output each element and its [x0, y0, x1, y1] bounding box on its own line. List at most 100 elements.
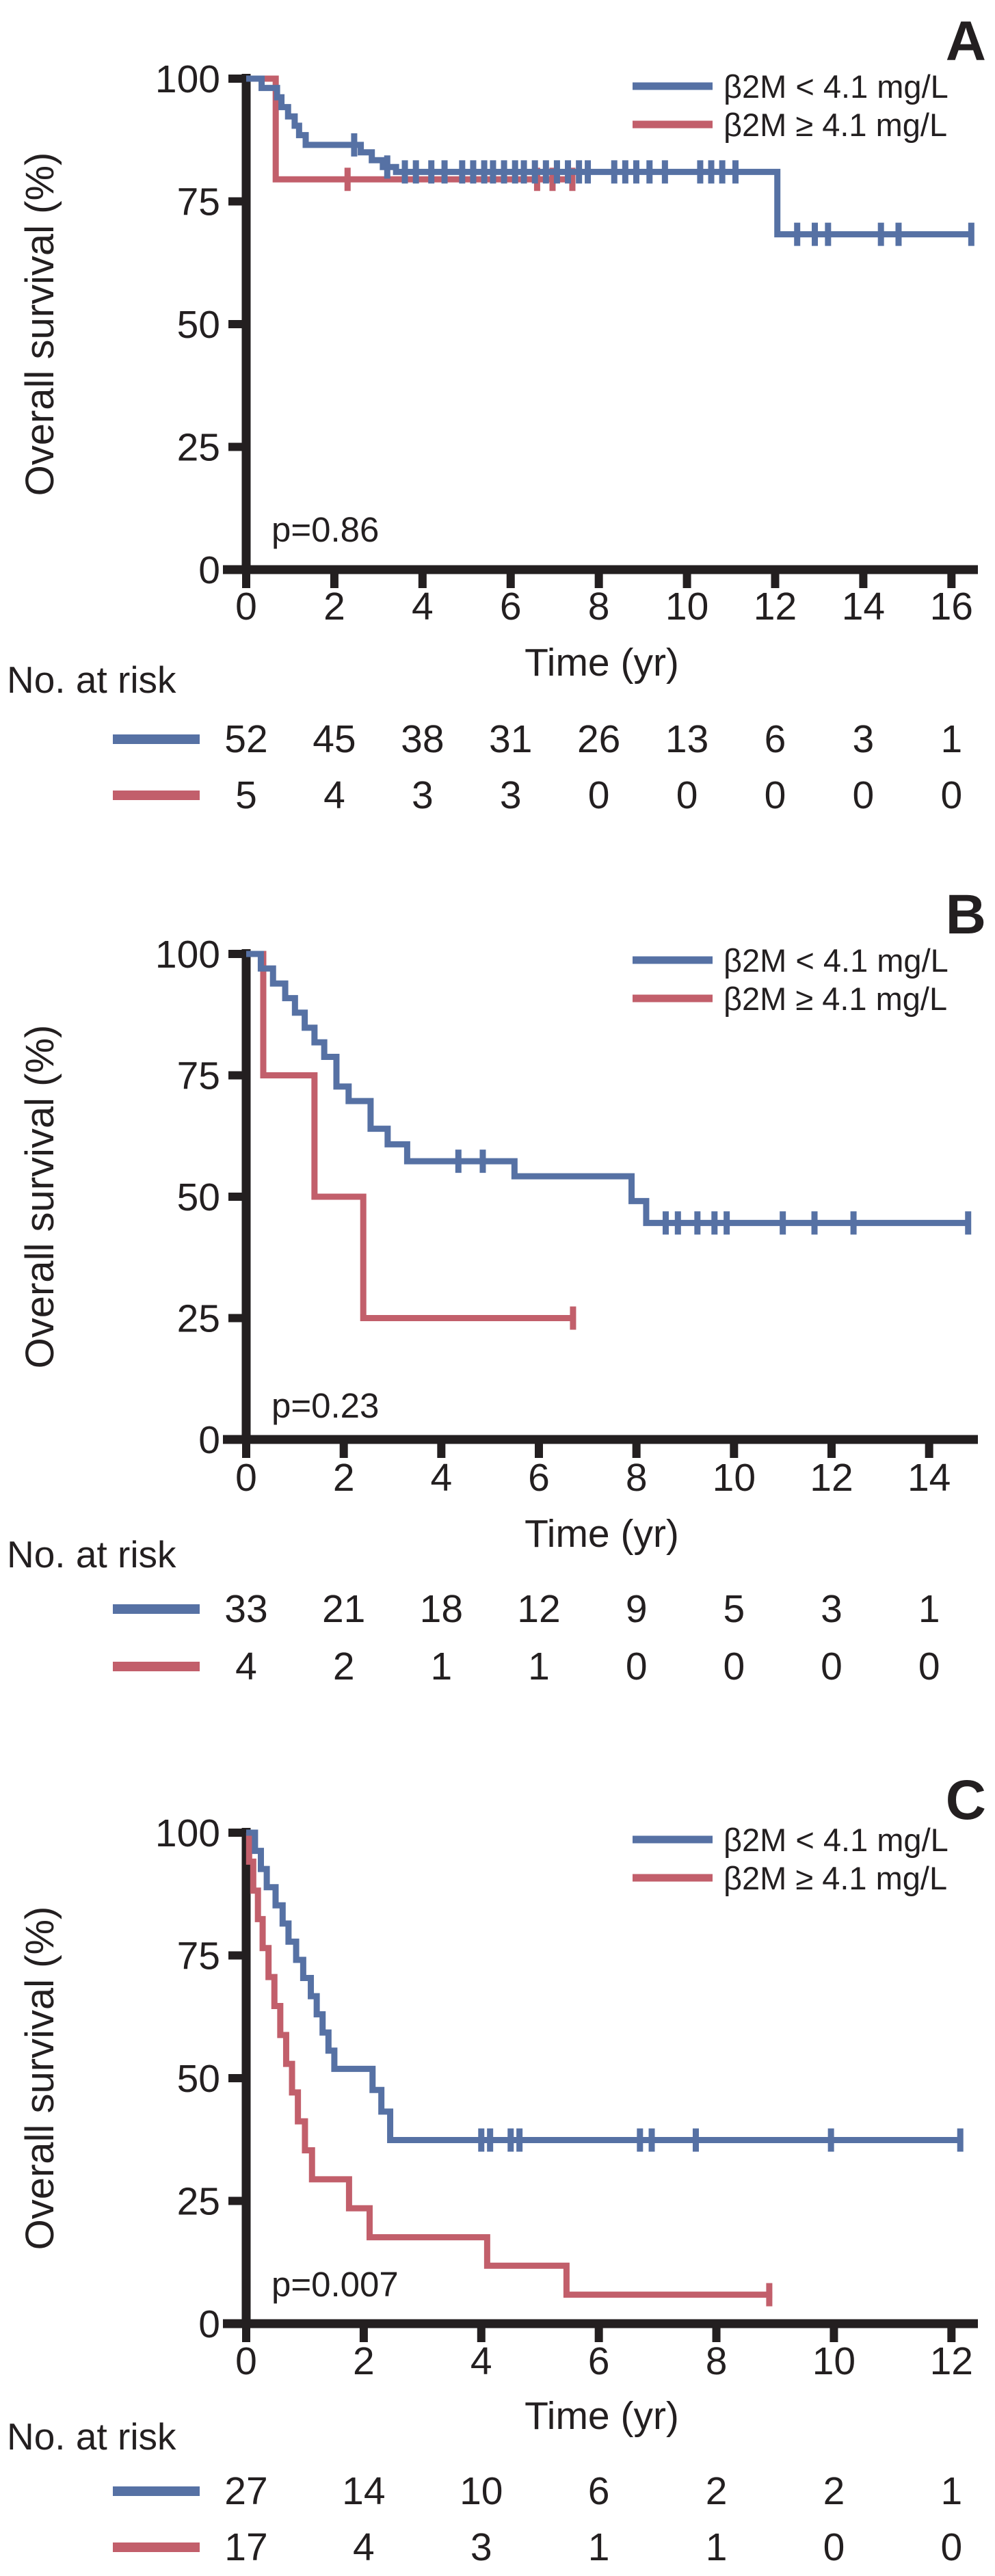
x-tick-label-B-10: 10: [713, 1456, 756, 1500]
at-risk-label-B: No. at risk: [7, 1533, 176, 1576]
at-risk-count-high-B: 0: [821, 1645, 843, 1688]
panel-label-C: C: [946, 1769, 986, 1831]
y-tick-label-B-100: 100: [155, 933, 220, 977]
x-tick-label-A-10: 10: [665, 585, 708, 628]
x-tick-label-A-8: 8: [588, 585, 610, 628]
p-value-C: p=0.007: [271, 2265, 399, 2304]
at-risk-count-high-A: 4: [323, 773, 345, 817]
x-axis-title-C: Time (yr): [525, 2394, 679, 2438]
at-risk-count-high-B: 2: [333, 1645, 355, 1688]
km-curve-b2m-low-B: [246, 951, 971, 1226]
y-tick-label-C-75: 75: [177, 1935, 220, 1978]
at-risk-count-high-A: 0: [588, 773, 610, 817]
at-risk-count-low-A: 52: [224, 717, 267, 761]
x-tick-label-A-6: 6: [500, 585, 522, 628]
at-risk-count-high-B: 0: [626, 1645, 648, 1688]
y-tick-label-C-0: 0: [198, 2302, 220, 2346]
at-risk-count-low-A: 38: [401, 717, 444, 761]
y-tick-label-A-50: 50: [177, 303, 220, 347]
p-value-B: p=0.23: [271, 1386, 379, 1425]
at-risk-count-high-A: 3: [412, 773, 434, 817]
legend-label-low-A: β2M < 4.1 mg/L: [724, 68, 948, 105]
at-risk-count-low-C: 10: [460, 2469, 503, 2513]
at-risk-count-high-A: 0: [940, 773, 962, 817]
km-curve-b2m-high-C: [246, 1829, 773, 2298]
legend-label-high-C: β2M ≥ 4.1 mg/L: [724, 1860, 947, 1896]
y-tick-label-B-25: 25: [177, 1297, 220, 1341]
p-value-A: p=0.86: [271, 510, 379, 549]
panel-label-B: B: [946, 884, 986, 946]
at-risk-count-high-C: 1: [706, 2525, 728, 2569]
at-risk-count-low-C: 2: [706, 2469, 728, 2513]
x-tick-label-A-16: 16: [930, 585, 973, 628]
km-curve-b2m-low-A: [246, 75, 974, 238]
at-risk-count-low-B: 21: [322, 1587, 365, 1631]
x-tick-label-C-10: 10: [812, 2339, 855, 2383]
x-tick-label-A-0: 0: [235, 585, 257, 628]
x-tick-label-A-2: 2: [323, 585, 345, 628]
at-risk-count-high-A: 0: [853, 773, 875, 817]
at-risk-count-high-C: 1: [588, 2525, 610, 2569]
y-tick-label-A-100: 100: [155, 57, 220, 101]
at-risk-count-low-B: 1: [918, 1587, 940, 1631]
x-tick-label-B-6: 6: [528, 1456, 550, 1500]
at-risk-count-low-B: 12: [517, 1587, 560, 1631]
at-risk-count-low-C: 2: [823, 2469, 845, 2513]
at-risk-count-high-C: 0: [940, 2525, 962, 2569]
at-risk-count-high-C: 3: [470, 2525, 492, 2569]
x-tick-label-B-14: 14: [907, 1456, 951, 1500]
y-tick-label-A-25: 25: [177, 426, 220, 470]
y-axis-title-A: Overall survival (%): [18, 152, 62, 496]
x-tick-label-B-0: 0: [235, 1456, 257, 1500]
at-risk-count-low-B: 33: [224, 1587, 267, 1631]
x-axis-title-A: Time (yr): [525, 641, 679, 685]
at-risk-count-low-A: 6: [765, 717, 786, 761]
at-risk-count-low-A: 26: [577, 717, 620, 761]
legend-label-low-C: β2M < 4.1 mg/L: [724, 1822, 948, 1858]
legend-label-high-B: β2M ≥ 4.1 mg/L: [724, 981, 947, 1017]
at-risk-count-low-B: 5: [723, 1587, 745, 1631]
x-tick-label-C-0: 0: [235, 2339, 257, 2383]
at-risk-count-high-B: 1: [430, 1645, 452, 1688]
at-risk-count-low-C: 1: [940, 2469, 962, 2513]
at-risk-label-C: No. at risk: [7, 2415, 176, 2458]
y-tick-label-A-75: 75: [177, 181, 220, 224]
x-tick-label-C-12: 12: [930, 2339, 973, 2383]
at-risk-count-low-B: 9: [626, 1587, 648, 1631]
at-risk-count-low-A: 45: [313, 717, 356, 761]
panel-label-A: A: [946, 10, 986, 72]
x-tick-label-A-14: 14: [842, 585, 885, 628]
x-tick-label-B-8: 8: [626, 1456, 648, 1500]
x-tick-label-C-6: 6: [588, 2339, 610, 2383]
at-risk-count-high-A: 3: [500, 773, 522, 817]
at-risk-count-high-B: 0: [918, 1645, 940, 1688]
x-tick-label-B-2: 2: [333, 1456, 355, 1500]
at-risk-label-A: No. at risk: [7, 659, 176, 701]
x-tick-label-B-4: 4: [430, 1456, 452, 1500]
y-tick-label-C-100: 100: [155, 1811, 220, 1855]
at-risk-count-high-A: 5: [235, 773, 257, 817]
y-tick-label-B-75: 75: [177, 1054, 220, 1098]
legend-label-high-A: β2M ≥ 4.1 mg/L: [724, 107, 947, 143]
x-axis-title-B: Time (yr): [525, 1512, 679, 1556]
y-tick-label-C-25: 25: [177, 2180, 220, 2224]
at-risk-count-high-A: 0: [765, 773, 786, 817]
at-risk-count-high-A: 0: [676, 773, 698, 817]
x-tick-label-A-12: 12: [754, 585, 797, 628]
y-tick-label-B-0: 0: [198, 1418, 220, 1462]
at-risk-count-high-C: 17: [224, 2525, 267, 2569]
y-axis-title-B: Overall survival (%): [18, 1025, 62, 1369]
at-risk-count-low-C: 14: [342, 2469, 385, 2513]
at-risk-count-low-A: 13: [665, 717, 708, 761]
legend-label-low-B: β2M < 4.1 mg/L: [724, 942, 948, 979]
at-risk-count-low-C: 27: [224, 2469, 267, 2513]
at-risk-count-high-B: 4: [235, 1645, 257, 1688]
at-risk-count-high-C: 4: [353, 2525, 375, 2569]
at-risk-count-low-A: 1: [940, 717, 962, 761]
at-risk-count-low-A: 31: [489, 717, 532, 761]
at-risk-count-high-C: 0: [823, 2525, 845, 2569]
x-tick-label-C-2: 2: [353, 2339, 375, 2383]
at-risk-count-low-C: 6: [588, 2469, 610, 2513]
y-tick-label-A-0: 0: [198, 548, 220, 592]
